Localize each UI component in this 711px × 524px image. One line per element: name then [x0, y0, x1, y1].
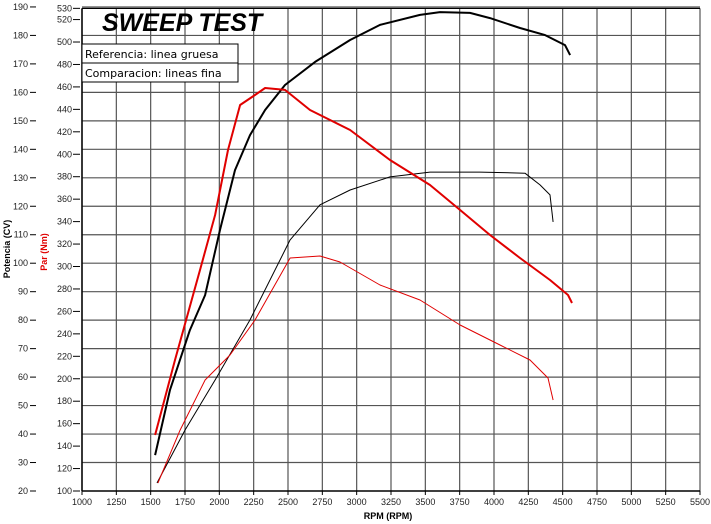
- torque-tick-label: 380: [57, 172, 72, 182]
- y-axis-label-torque: Par (Nm): [39, 233, 49, 271]
- torque-tick-label: 480: [57, 59, 72, 69]
- legend-comparison: Comparacion: lineas fina: [85, 67, 222, 80]
- torque-tick-label: 500: [57, 37, 72, 47]
- power-line-reference: [154, 11, 571, 456]
- power-tick-label: 20: [18, 486, 28, 496]
- power-tick-label: 120: [13, 201, 28, 211]
- grid: [81, 6, 701, 491]
- x-tick-label: 1000: [72, 497, 92, 507]
- torque-line-comparison: [157, 255, 554, 484]
- torque-tick-label: 340: [57, 217, 72, 227]
- power-tick-label: 160: [13, 87, 28, 97]
- x-tick-label: 3000: [347, 497, 367, 507]
- x-tick-label: 3750: [450, 497, 470, 507]
- x-tick-label: 1250: [106, 497, 126, 507]
- x-tick-label: 5250: [656, 497, 676, 507]
- torque-tick-label: 260: [57, 306, 72, 316]
- torque-tick-label: 320: [57, 239, 72, 249]
- power-tick-label: 70: [18, 344, 28, 354]
- power-tick-label: 190: [13, 2, 28, 12]
- torque-tick-label: 360: [57, 194, 72, 204]
- torque-tick-label: 180: [57, 396, 72, 406]
- torque-tick-label: 280: [57, 284, 72, 294]
- axes: 1000 1250 1500 1750 2000 2250 2500 2750 3000 3250…: [13, 2, 710, 507]
- torque-line-reference: [154, 87, 573, 436]
- x-tick-label: 2000: [209, 497, 229, 507]
- power-tick-label: 110: [14, 230, 28, 240]
- torque-tick-label: 140: [57, 441, 72, 451]
- power-tick-label: 180: [13, 30, 28, 40]
- legend-reference: Referencia: linea gruesa: [85, 48, 218, 61]
- x-tick-label: 3250: [381, 497, 401, 507]
- x-tick-label: 4750: [587, 497, 607, 507]
- x-tick-label: 2500: [278, 497, 298, 507]
- x-tick-label: 5000: [621, 497, 641, 507]
- power-tick-label: 60: [18, 372, 28, 382]
- x-axis-label: RPM (RPM): [364, 511, 413, 521]
- series-lines: [154, 11, 573, 484]
- torque-tick-label: 220: [57, 351, 72, 361]
- power-tick-label: 170: [13, 59, 28, 69]
- legend: Referencia: linea gruesa Comparacion: li…: [81, 43, 239, 83]
- x-tick-label: 3500: [415, 497, 435, 507]
- power-tick-label: 40: [18, 429, 28, 439]
- torque-tick-label: 300: [57, 262, 72, 272]
- power-tick-label: 150: [13, 116, 28, 126]
- power-tick-label: 140: [13, 144, 28, 154]
- x-tick-label: 2250: [244, 497, 264, 507]
- power-line-comparison: [156, 171, 554, 484]
- torque-tick-label: 440: [57, 104, 72, 114]
- torque-tick-label: 460: [57, 82, 72, 92]
- power-tick-label: 50: [18, 401, 28, 411]
- power-tick-label: 80: [18, 315, 28, 325]
- power-tick-label: 130: [13, 173, 28, 183]
- torque-tick-label: 520: [57, 15, 72, 25]
- power-tick-label: 30: [18, 458, 28, 468]
- x-tick-label: 1750: [175, 497, 195, 507]
- torque-tick-label: 200: [57, 374, 72, 384]
- x-tick-label: 1500: [141, 497, 161, 507]
- y-axis-label-power: Potencia (CV): [2, 220, 12, 279]
- torque-tick-label: 120: [57, 464, 72, 474]
- x-tick-label: 5500: [690, 497, 710, 507]
- x-tick-label: 4250: [518, 497, 538, 507]
- torque-tick-label: 400: [57, 149, 72, 159]
- power-tick-label: 100: [13, 258, 28, 268]
- x-tick-label: 4500: [553, 497, 573, 507]
- x-tick-label: 4000: [484, 497, 504, 507]
- torque-tick-label: 530: [57, 3, 72, 13]
- x-tick-label: 2750: [312, 497, 332, 507]
- torque-tick-label: 420: [57, 127, 72, 137]
- torque-tick-label: 240: [57, 329, 72, 339]
- torque-tick-label: 100: [57, 486, 72, 496]
- chart-title: SWEEP TEST: [102, 9, 265, 37]
- torque-tick-label: 160: [57, 419, 72, 429]
- power-tick-label: 90: [18, 287, 28, 297]
